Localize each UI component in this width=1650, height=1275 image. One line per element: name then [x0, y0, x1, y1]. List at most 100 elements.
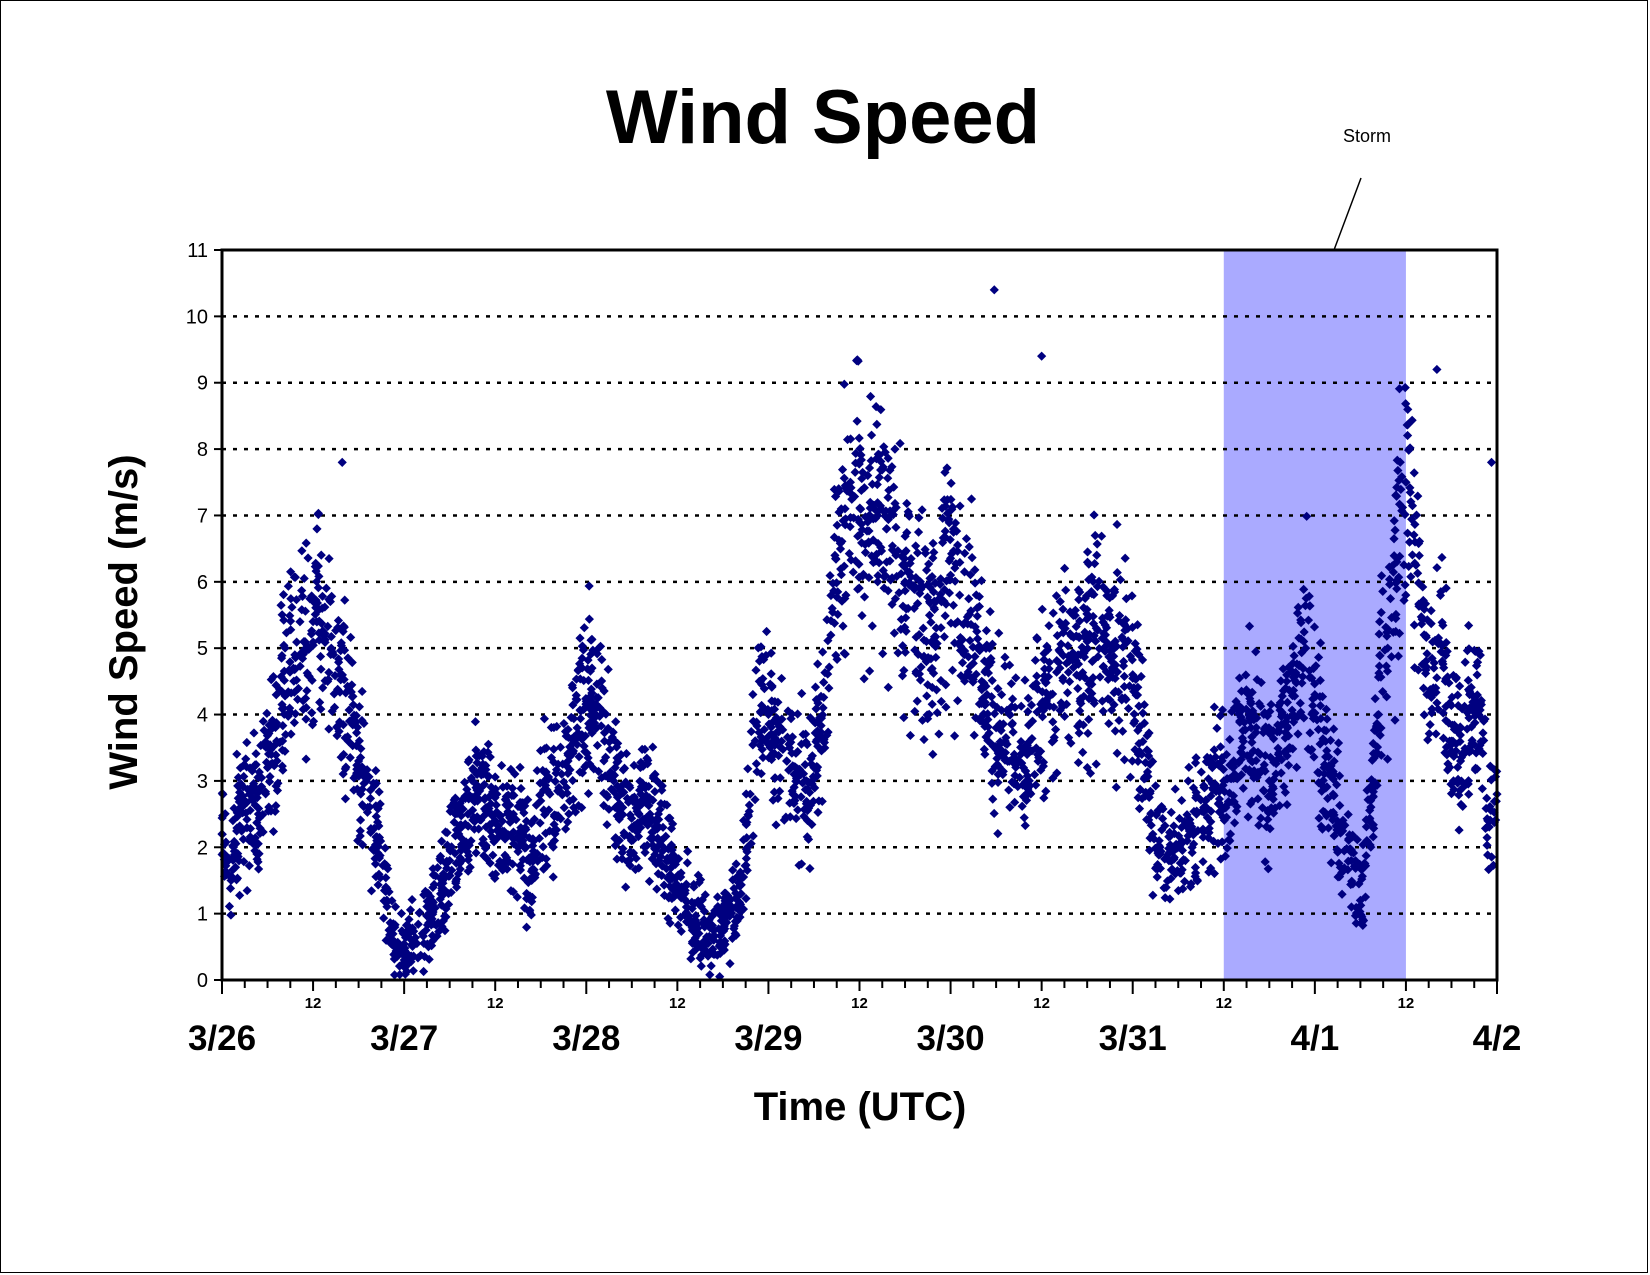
- data-point: [980, 667, 990, 677]
- data-point: [260, 787, 271, 797]
- data-point: [559, 803, 569, 813]
- data-point: [1121, 594, 1131, 604]
- y-tick-label: 8: [197, 439, 208, 461]
- data-point: [734, 897, 745, 907]
- data-point: [1237, 733, 1247, 743]
- data-point: [669, 859, 679, 869]
- data-point: [1219, 776, 1229, 786]
- data-point: [845, 521, 855, 532]
- data-point: [532, 765, 542, 776]
- data-point: [1458, 801, 1468, 812]
- y-tick-label: 3: [197, 771, 208, 793]
- data-point: [800, 776, 810, 786]
- data-point: [1472, 690, 1482, 700]
- data-point: [326, 643, 336, 653]
- data-point: [1287, 705, 1297, 715]
- data-point: [468, 764, 478, 774]
- data-point: [245, 823, 256, 834]
- data-point: [666, 823, 677, 834]
- data-point: [811, 737, 821, 747]
- data-point: [1006, 702, 1017, 712]
- data-point: [1183, 776, 1193, 786]
- data-point: [1482, 840, 1492, 850]
- data-point: [563, 750, 573, 760]
- data-point: [741, 844, 752, 854]
- data-point: [508, 859, 518, 869]
- data-point: [1426, 692, 1437, 702]
- data-point: [1284, 760, 1294, 770]
- data-point: [579, 704, 589, 715]
- data-point: [235, 802, 245, 813]
- data-point: [1453, 774, 1463, 785]
- data-point: [1305, 728, 1315, 738]
- data-point: [1133, 756, 1143, 766]
- data-point: [1059, 711, 1070, 722]
- data-point: [761, 706, 771, 716]
- data-point: [403, 929, 414, 939]
- data-point: [1034, 753, 1044, 763]
- data-point: [682, 858, 692, 868]
- data-point: [1114, 715, 1124, 726]
- data-point: [1401, 590, 1411, 600]
- data-point: [1337, 867, 1347, 878]
- data-point: [946, 494, 956, 505]
- data-point: [570, 807, 581, 817]
- data-point: [909, 603, 919, 613]
- data-point: [1039, 793, 1049, 803]
- data-point: [932, 708, 942, 718]
- data-point: [1368, 787, 1378, 797]
- data-point: [924, 709, 934, 719]
- data-point: [867, 479, 877, 489]
- x-tick-label: 4/2: [1473, 1019, 1522, 1058]
- data-point: [531, 800, 541, 810]
- data-point: [890, 498, 900, 509]
- data-point: [1418, 683, 1429, 693]
- data-point: [989, 285, 999, 295]
- data-point: [486, 799, 496, 809]
- data-point: [480, 794, 490, 804]
- data-point: [471, 848, 481, 858]
- data-point: [1480, 823, 1491, 833]
- data-point: [1174, 813, 1185, 824]
- data-point: [1133, 725, 1143, 736]
- data-point: [864, 537, 874, 547]
- data-point: [879, 572, 889, 582]
- data-point: [348, 691, 358, 702]
- data-point: [605, 744, 615, 755]
- data-point: [964, 594, 974, 604]
- data-point: [1441, 715, 1451, 726]
- data-point: [233, 848, 243, 859]
- data-point: [890, 444, 900, 454]
- data-point: [1409, 468, 1419, 478]
- data-point: [1321, 752, 1331, 762]
- data-point: [276, 671, 286, 682]
- data-point: [994, 762, 1004, 772]
- data-point: [250, 800, 260, 810]
- data-point: [1243, 812, 1253, 822]
- data-point: [1316, 713, 1326, 724]
- data-point: [557, 790, 567, 800]
- data-point: [327, 706, 337, 716]
- data-point: [1000, 736, 1010, 746]
- data-point: [860, 547, 871, 558]
- data-point: [856, 455, 866, 465]
- data-point: [253, 809, 264, 819]
- data-point: [561, 824, 571, 834]
- data-point: [736, 889, 746, 899]
- data-point: [699, 936, 709, 946]
- data-point: [1432, 698, 1442, 708]
- data-point: [953, 540, 963, 550]
- data-point: [972, 611, 982, 621]
- data-point: [1237, 743, 1247, 753]
- data-point: [837, 465, 848, 475]
- data-point: [241, 808, 251, 818]
- data-point: [370, 853, 380, 864]
- data-point: [352, 784, 362, 794]
- data-point: [485, 752, 495, 762]
- data-point: [1405, 483, 1415, 493]
- data-point: [1041, 786, 1051, 796]
- data-point: [657, 846, 667, 857]
- data-point: [636, 789, 646, 799]
- data-point: [566, 712, 576, 723]
- data-point: [619, 830, 629, 841]
